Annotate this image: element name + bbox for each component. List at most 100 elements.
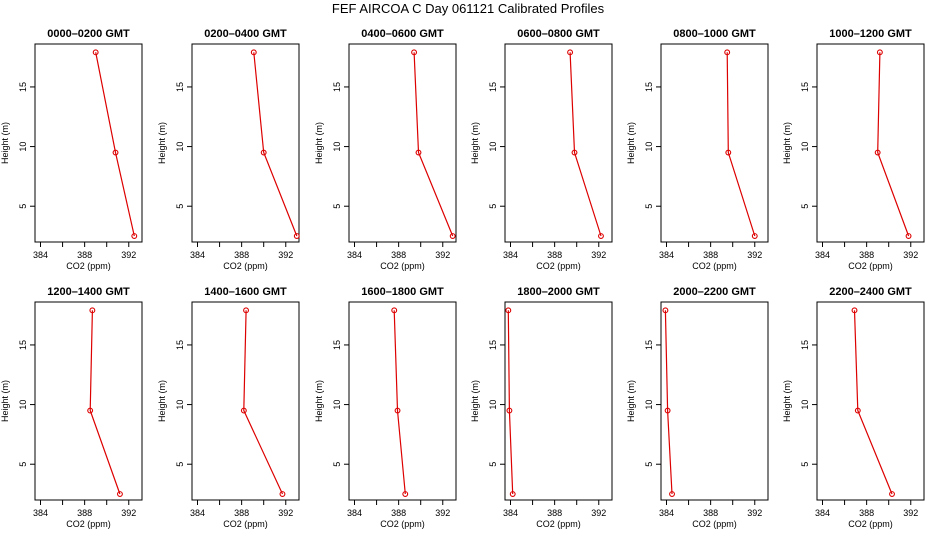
x-axis-label: CO2 (ppm)	[380, 519, 425, 529]
y-axis-label: Height (m)	[470, 122, 480, 164]
y-tick-label: 10	[18, 400, 28, 410]
data-point	[876, 49, 883, 56]
panel-title: 1400–1600 GMT	[204, 286, 287, 298]
y-tick-label: 10	[175, 142, 185, 152]
y-tick-label: 10	[488, 142, 498, 152]
x-tick-label: 388	[859, 250, 874, 260]
data-point	[889, 491, 895, 497]
x-axis-label: CO2 (ppm)	[380, 261, 425, 271]
data-point	[506, 407, 513, 414]
profile-panel-6: 1000–1200 GMT 384 388 392 5 10 15 CO2 (ppm) Heig…	[782, 28, 925, 271]
x-tick-label: 384	[347, 250, 362, 260]
plot-frame	[504, 43, 613, 243]
x-axis-label: CO2 (ppm)	[536, 519, 581, 529]
y-tick-label: 10	[488, 400, 498, 410]
data-point	[415, 149, 422, 156]
data-point	[724, 49, 731, 56]
profile-line	[877, 52, 910, 237]
data-point	[662, 307, 669, 314]
profile-panel-11: 2000–2200 GMT 384 388 392 5 10 15 CO2 (ppm) Heig…	[626, 286, 769, 529]
data-point	[411, 49, 418, 56]
plot-frame	[504, 301, 613, 501]
y-axis-label: Height (m)	[626, 122, 636, 164]
profile-line	[243, 310, 284, 495]
x-tick-label: 388	[391, 250, 406, 260]
data-point	[243, 307, 250, 314]
data-point	[751, 233, 758, 239]
y-tick-label: 10	[644, 142, 654, 152]
y-tick-label: 5	[644, 462, 654, 467]
x-tick-label: 392	[747, 250, 762, 260]
data-point	[905, 233, 912, 239]
data-point	[391, 307, 398, 314]
x-tick-label: 384	[190, 508, 205, 518]
data-point	[92, 49, 99, 56]
x-tick-label: 392	[435, 508, 450, 518]
x-tick-label: 392	[121, 250, 136, 260]
profile-panel-3: 0400–0600 GMT 384 388 392 5 10 15 CO2 (ppm) Heig…	[314, 28, 457, 271]
x-axis-label: CO2 (ppm)	[692, 261, 737, 271]
panel-title: 2000–2200 GMT	[673, 286, 756, 298]
data-point	[851, 307, 858, 314]
y-axis-label: Height (m)	[314, 122, 324, 164]
y-tick-label: 5	[644, 204, 654, 209]
plot-frame	[191, 43, 300, 243]
data-point	[279, 491, 286, 497]
profile-panel-7: 1200–1400 GMT 384 388 392 5 10 15 CO2 (ppm) Heig…	[0, 286, 143, 529]
x-tick-label: 384	[815, 508, 830, 518]
x-tick-label: 384	[503, 250, 518, 260]
x-tick-label: 388	[77, 250, 92, 260]
x-tick-label: 388	[391, 508, 406, 518]
y-tick-label: 10	[332, 400, 342, 410]
y-tick-label: 5	[332, 204, 342, 209]
x-tick-label: 388	[234, 250, 249, 260]
y-tick-label: 10	[800, 142, 810, 152]
x-tick-label: 384	[503, 508, 518, 518]
y-tick-label: 15	[800, 82, 810, 92]
y-tick-label: 5	[800, 462, 810, 467]
x-axis-label: CO2 (ppm)	[223, 261, 268, 271]
y-tick-label: 5	[800, 204, 810, 209]
x-tick-label: 388	[547, 508, 562, 518]
x-tick-label: 388	[234, 508, 249, 518]
plot-frame	[34, 43, 143, 243]
x-tick-label: 384	[33, 508, 48, 518]
x-axis-label: CO2 (ppm)	[66, 261, 111, 271]
panel-title: 0200–0400 GMT	[204, 28, 287, 40]
data-point	[854, 407, 861, 414]
profile-line	[253, 52, 298, 237]
x-tick-label: 392	[591, 250, 606, 260]
y-tick-label: 10	[18, 142, 28, 152]
x-tick-label: 384	[659, 250, 674, 260]
x-tick-label: 392	[278, 250, 293, 260]
panel-title: 0800–1000 GMT	[673, 28, 756, 40]
profile-panel-12: 2200–2400 GMT 384 388 392 5 10 15 CO2 (ppm) Heig…	[782, 286, 925, 529]
y-axis-label: Height (m)	[0, 380, 10, 422]
data-point	[240, 407, 247, 414]
y-tick-label: 15	[488, 340, 498, 350]
x-tick-label: 384	[347, 508, 362, 518]
y-axis-label: Height (m)	[157, 122, 167, 164]
x-tick-label: 392	[903, 250, 918, 260]
data-point	[293, 233, 300, 239]
x-tick-label: 392	[435, 250, 450, 260]
x-axis-label: CO2 (ppm)	[848, 261, 893, 271]
data-point	[571, 149, 578, 156]
panel-title: 0400–0600 GMT	[361, 28, 444, 40]
plot-frame	[816, 301, 925, 501]
y-tick-label: 15	[332, 82, 342, 92]
y-tick-label: 10	[800, 400, 810, 410]
data-point	[509, 491, 516, 497]
data-point	[89, 307, 96, 314]
profile-line	[726, 52, 756, 237]
profile-panel-10: 1800–2000 GMT 384 388 392 5 10 15 CO2 (ppm) Heig…	[470, 286, 613, 529]
profile-panel-9: 1600–1800 GMT 384 388 392 5 10 15 CO2 (ppm) Heig…	[314, 286, 457, 529]
y-tick-label: 15	[644, 340, 654, 350]
y-tick-label: 5	[18, 462, 28, 467]
y-axis-label: Height (m)	[626, 380, 636, 422]
data-point	[664, 407, 671, 414]
x-tick-label: 388	[703, 250, 718, 260]
x-tick-label: 384	[815, 250, 830, 260]
profile-panel-2: 0200–0400 GMT 384 388 392 5 10 15 CO2 (ppm) Heig…	[157, 28, 300, 271]
x-axis-label: CO2 (ppm)	[223, 519, 268, 529]
